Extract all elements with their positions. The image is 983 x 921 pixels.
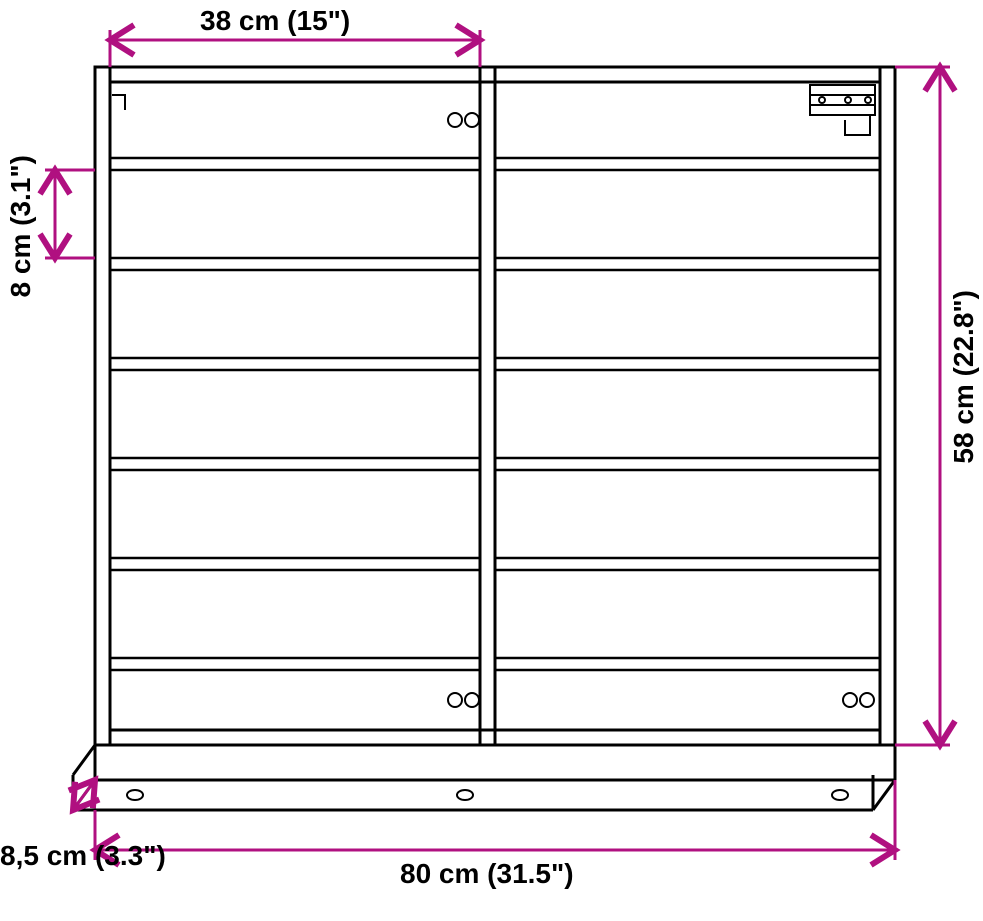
dim-height: 58 cm (22.8"): [948, 290, 980, 464]
dim-depth: 8,5 cm (3.3"): [0, 840, 166, 872]
cabinet-drawing: [0, 0, 983, 921]
dim-shelf-gap: 8 cm (3.1"): [5, 155, 37, 297]
dim-bottom-width: 80 cm (31.5"): [400, 858, 574, 890]
dim-top-width: 38 cm (15"): [200, 5, 350, 37]
diagram-container: 38 cm (15") 8 cm (3.1") 8,5 cm (3.3") 80…: [0, 0, 983, 921]
